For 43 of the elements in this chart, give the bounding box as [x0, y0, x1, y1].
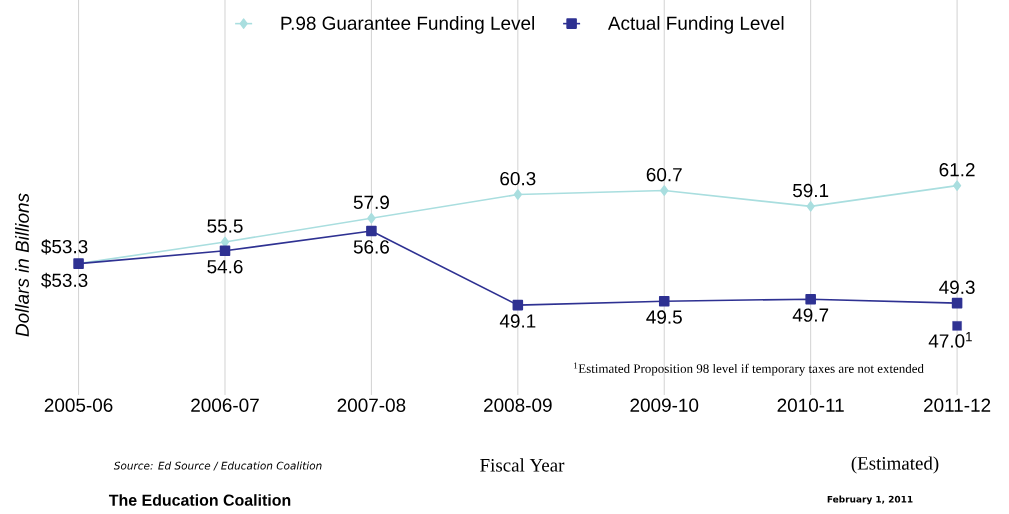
point — [367, 212, 376, 224]
y-axis-title: Dollars in Billions — [15, 193, 29, 337]
x-tick-label: 2007-08 — [337, 398, 406, 412]
data-label: 57.9 — [353, 195, 389, 210]
x-tick-label: 2008-09 — [484, 398, 552, 412]
point — [366, 225, 377, 237]
data-label: 59.1 — [793, 183, 829, 198]
data-label: 49.1 — [499, 314, 536, 328]
data-label: 61.2 — [939, 163, 975, 177]
point — [513, 189, 522, 200]
data-label: 55.5 — [207, 219, 243, 233]
point — [658, 295, 670, 307]
x-tick-label: 2005-06 — [44, 398, 113, 412]
x-tick-label: 2010-11 — [777, 398, 844, 412]
annotation: $^{1}$Estimated Proposition 98 level if temporary taxes are not extended — [574, 362, 924, 376]
data-label: 54.6 — [207, 260, 243, 274]
point — [952, 321, 962, 331]
data-label: 49.3 — [939, 280, 975, 294]
point — [951, 297, 963, 309]
point — [952, 180, 962, 191]
x-tick-label: 2011-12 — [924, 398, 991, 412]
data-label: 60.3 — [500, 171, 536, 186]
legend-label: Actual Funding Level — [607, 16, 784, 34]
data-label: 49.7 — [792, 308, 829, 322]
data-label: 60.7 — [646, 167, 682, 182]
data-label: 49.5 — [646, 310, 682, 324]
legend-label: P.98 Guarantee Funding Level — [281, 16, 534, 34]
data-label: 47.0$^{1}$ — [928, 332, 972, 348]
point — [806, 201, 815, 212]
data-label: $53.3 — [41, 272, 88, 289]
text: The Education Coalition — [108, 494, 291, 506]
data-label: $53.3 — [41, 239, 88, 255]
data-label: 56.6 — [353, 240, 389, 254]
point — [660, 185, 669, 196]
x-tick-label: 2009-10 — [630, 398, 699, 412]
text: (Estimated) — [851, 456, 939, 474]
point — [512, 299, 524, 311]
source-note: Source: Ed Source / Education Coalition — [113, 461, 322, 471]
x-tick-label: 2006-07 — [191, 398, 259, 412]
text: February 1, 2011 — [827, 495, 913, 505]
point — [219, 245, 231, 257]
x-axis-title: Fiscal Year — [480, 458, 565, 472]
point — [805, 293, 816, 305]
